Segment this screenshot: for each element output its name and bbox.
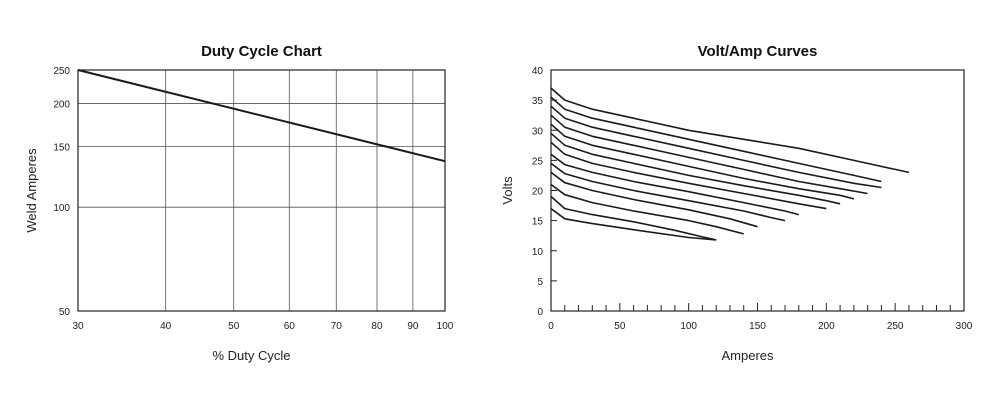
chart-title: Duty Cycle Chart xyxy=(201,43,322,60)
volt-amp-curve-13 xyxy=(550,207,717,241)
x-tick-label: 30 xyxy=(72,321,84,332)
y-tick-label: 100 xyxy=(53,203,70,214)
plot-frame xyxy=(77,69,446,312)
volt-amp-curve-8 xyxy=(550,153,800,216)
x-tick-label: 50 xyxy=(228,321,240,332)
x-tick-label: 300 xyxy=(956,321,973,332)
x-tick-label: 40 xyxy=(160,321,172,332)
duty-cycle-line xyxy=(77,69,446,163)
volt-amp-curve-1 xyxy=(550,87,910,174)
y-tick-label: 25 xyxy=(532,156,544,167)
x-axis-label: % Duty Cycle xyxy=(212,348,290,363)
y-tick-label: 35 xyxy=(532,96,544,107)
x-tick-label: 50 xyxy=(614,321,626,332)
y-tick-label: 20 xyxy=(532,187,544,198)
x-tick-label: 150 xyxy=(749,321,766,332)
y-tick-label: 10 xyxy=(532,247,544,258)
y-tick-label: 250 xyxy=(53,66,70,77)
y-tick-label: 50 xyxy=(59,307,71,318)
volt-amp-curve-5 xyxy=(550,123,855,200)
y-tick-label: 5 xyxy=(537,277,543,288)
y-tick-label: 30 xyxy=(532,126,544,137)
volt-amp-curve-2 xyxy=(550,96,882,183)
duty-cycle-chart: Duty Cycle Chart 30 40 50 60 70 80 90 100 50 100 15… xyxy=(24,43,454,363)
x-tick-label: 100 xyxy=(437,321,454,332)
x-tick-label: 70 xyxy=(331,321,343,332)
x-tick-label: 0 xyxy=(548,321,554,332)
volt-amp-curve-12 xyxy=(550,195,717,241)
x-axis-label: Amperes xyxy=(721,348,774,363)
x-tick-label: 60 xyxy=(284,321,296,332)
x-tick-label: 80 xyxy=(371,321,383,332)
y-tick-label: 200 xyxy=(53,99,70,110)
x-tick-label: 90 xyxy=(407,321,419,332)
x-tick-label: 250 xyxy=(887,321,904,332)
chart-title: Volt/Amp Curves xyxy=(698,43,818,60)
volt-amp-curve-6 xyxy=(550,132,841,205)
volt-amp-curve-4 xyxy=(550,114,868,195)
volt-amp-chart: Volt/Amp Curves 0 50 100 150 200 250 300 0 5 10 15 2… xyxy=(500,43,973,363)
y-tick-label: 40 xyxy=(532,66,544,77)
y-axis-label: Volts xyxy=(500,176,515,205)
y-tick-label: 15 xyxy=(532,217,544,228)
volt-amp-curve-10 xyxy=(550,171,758,228)
y-tick-label: 150 xyxy=(53,142,70,153)
x-tick-label: 200 xyxy=(818,321,835,332)
x-tick-label: 100 xyxy=(680,321,697,332)
volt-amp-curve-7 xyxy=(550,141,827,210)
plot-frame xyxy=(550,69,965,312)
y-axis-label: Weld Amperes xyxy=(24,148,39,233)
volt-amp-curve-9 xyxy=(550,162,786,222)
volt-amp-curve-3 xyxy=(550,105,882,189)
y-tick-label: 0 xyxy=(537,307,543,318)
volt-amp-curve-11 xyxy=(550,183,744,235)
